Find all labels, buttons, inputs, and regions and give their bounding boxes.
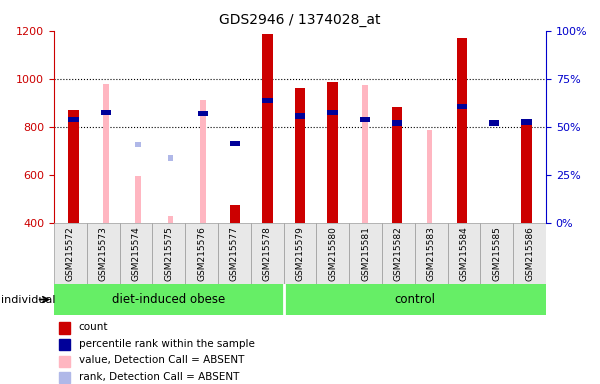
Bar: [59, 323, 70, 334]
Bar: [427, 130, 433, 223]
Bar: [59, 372, 70, 383]
Text: GSM215580: GSM215580: [328, 226, 337, 281]
Text: GSM215582: GSM215582: [394, 226, 403, 281]
Text: control: control: [394, 293, 436, 306]
Bar: [68, 111, 79, 223]
Text: individual: individual: [1, 295, 56, 305]
Text: GSM215576: GSM215576: [197, 226, 206, 281]
Bar: [513, 223, 546, 284]
Text: GSM215575: GSM215575: [164, 226, 173, 281]
Bar: [54, 284, 284, 315]
Bar: [457, 104, 467, 109]
Bar: [521, 119, 532, 124]
Text: GSM215586: GSM215586: [525, 226, 534, 281]
Bar: [103, 84, 109, 223]
Bar: [230, 141, 241, 146]
Text: rank, Detection Call = ABSENT: rank, Detection Call = ABSENT: [79, 372, 239, 382]
Bar: [167, 215, 173, 223]
Bar: [262, 34, 273, 223]
Bar: [119, 223, 152, 284]
Bar: [295, 113, 305, 119]
Bar: [185, 223, 218, 284]
Text: count: count: [79, 322, 108, 332]
Text: GSM215577: GSM215577: [230, 226, 239, 281]
Text: GSM215583: GSM215583: [427, 226, 436, 281]
Bar: [481, 223, 513, 284]
Bar: [87, 223, 119, 284]
Bar: [359, 117, 370, 122]
Text: value, Detection Call = ABSENT: value, Detection Call = ABSENT: [79, 356, 244, 366]
Bar: [251, 223, 284, 284]
Text: GSM215579: GSM215579: [296, 226, 305, 281]
Bar: [59, 356, 70, 367]
Bar: [382, 223, 415, 284]
Bar: [59, 339, 70, 350]
Bar: [230, 205, 241, 223]
Text: diet-induced obese: diet-induced obese: [112, 293, 226, 306]
Bar: [415, 223, 448, 284]
Bar: [349, 223, 382, 284]
Title: GDS2946 / 1374028_at: GDS2946 / 1374028_at: [219, 13, 381, 27]
Text: GSM215573: GSM215573: [98, 226, 108, 281]
Bar: [489, 121, 499, 126]
Text: GSM215581: GSM215581: [361, 226, 370, 281]
Bar: [392, 107, 402, 223]
Bar: [135, 176, 141, 223]
Text: GSM215584: GSM215584: [460, 226, 469, 281]
Bar: [54, 223, 87, 284]
Bar: [284, 223, 316, 284]
Bar: [392, 121, 402, 126]
Bar: [362, 85, 368, 223]
Text: percentile rank within the sample: percentile rank within the sample: [79, 339, 254, 349]
Bar: [316, 223, 349, 284]
Text: GSM215574: GSM215574: [131, 226, 140, 281]
Bar: [327, 110, 338, 115]
Bar: [218, 223, 251, 284]
Text: GSM215578: GSM215578: [263, 226, 272, 281]
Bar: [152, 223, 185, 284]
Text: GSM215585: GSM215585: [493, 226, 502, 281]
Bar: [295, 88, 305, 223]
Bar: [135, 142, 141, 147]
Bar: [457, 38, 467, 223]
Bar: [167, 155, 173, 161]
Bar: [101, 110, 111, 115]
Bar: [198, 111, 208, 116]
Bar: [200, 100, 206, 223]
Bar: [521, 119, 532, 223]
Bar: [448, 223, 481, 284]
Text: GSM215572: GSM215572: [66, 226, 75, 281]
Bar: [262, 98, 273, 103]
Bar: [327, 82, 338, 223]
Bar: [284, 284, 546, 315]
Bar: [68, 117, 79, 122]
